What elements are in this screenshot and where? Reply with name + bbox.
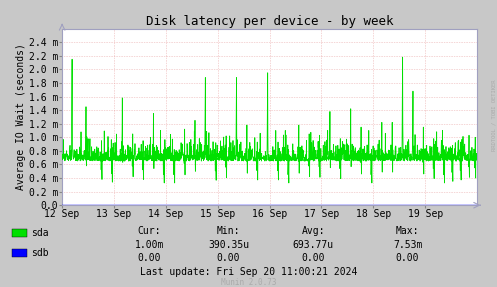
- Text: sdb: sdb: [31, 248, 49, 258]
- Text: 0.00: 0.00: [217, 253, 241, 263]
- Text: 0.00: 0.00: [396, 253, 419, 263]
- Text: Avg:: Avg:: [301, 226, 325, 236]
- Text: Min:: Min:: [217, 226, 241, 236]
- Text: RRDTOOL / TOBI OETIKER: RRDTOOL / TOBI OETIKER: [491, 79, 496, 151]
- Y-axis label: Average IO Wait (seconds): Average IO Wait (seconds): [16, 44, 26, 190]
- Text: 0.00: 0.00: [301, 253, 325, 263]
- Text: 693.77u: 693.77u: [293, 240, 333, 249]
- Text: sda: sda: [31, 228, 49, 238]
- Text: Cur:: Cur:: [137, 226, 161, 236]
- Text: Max:: Max:: [396, 226, 419, 236]
- Text: 0.00: 0.00: [137, 253, 161, 263]
- Text: 7.53m: 7.53m: [393, 240, 422, 249]
- Title: Disk latency per device - by week: Disk latency per device - by week: [146, 15, 393, 28]
- Text: Last update: Fri Sep 20 11:00:21 2024: Last update: Fri Sep 20 11:00:21 2024: [140, 267, 357, 277]
- Text: 390.35u: 390.35u: [208, 240, 249, 249]
- Text: Munin 2.0.73: Munin 2.0.73: [221, 278, 276, 287]
- Text: 1.00m: 1.00m: [134, 240, 164, 249]
